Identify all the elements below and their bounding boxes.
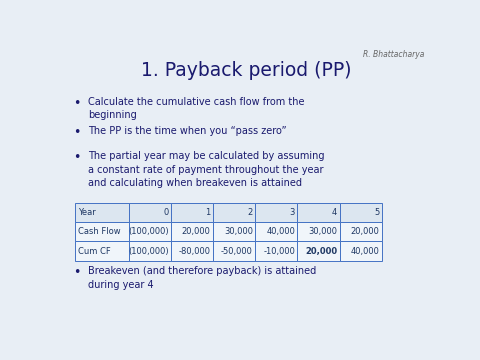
Text: R. Bhattacharya: R. Bhattacharya [363,50,424,59]
FancyBboxPatch shape [255,222,297,242]
Text: (100,000): (100,000) [128,247,168,256]
FancyBboxPatch shape [129,222,171,242]
FancyBboxPatch shape [297,222,339,242]
FancyBboxPatch shape [75,203,129,222]
FancyBboxPatch shape [129,203,171,222]
FancyBboxPatch shape [129,242,171,261]
Text: Cum CF: Cum CF [78,247,110,256]
Text: -80,000: -80,000 [179,247,211,256]
Text: (100,000): (100,000) [128,227,168,236]
Text: The PP is the time when you “pass zero”: The PP is the time when you “pass zero” [88,126,287,136]
FancyBboxPatch shape [213,242,255,261]
Text: -50,000: -50,000 [221,247,253,256]
Text: •: • [73,126,81,139]
Text: •: • [73,266,81,279]
Text: •: • [73,97,81,110]
FancyBboxPatch shape [171,242,213,261]
FancyBboxPatch shape [213,222,255,242]
Text: 30,000: 30,000 [224,227,253,236]
Text: 1. Payback period (PP): 1. Payback period (PP) [141,61,351,80]
FancyBboxPatch shape [339,242,382,261]
FancyBboxPatch shape [171,203,213,222]
FancyBboxPatch shape [171,222,213,242]
FancyBboxPatch shape [255,203,297,222]
FancyBboxPatch shape [297,242,339,261]
Text: 30,000: 30,000 [308,227,337,236]
Text: 40,000: 40,000 [350,247,380,256]
Text: 3: 3 [290,208,295,217]
Text: Year: Year [78,208,96,217]
FancyBboxPatch shape [255,242,297,261]
Text: •: • [73,151,81,164]
Text: 20,000: 20,000 [182,227,211,236]
Text: 2: 2 [248,208,253,217]
Text: -10,000: -10,000 [263,247,295,256]
Text: 40,000: 40,000 [266,227,295,236]
Text: Breakeven (and therefore payback) is attained
during year 4: Breakeven (and therefore payback) is att… [88,266,316,289]
Text: 0: 0 [163,208,168,217]
Text: 20,000: 20,000 [305,247,337,256]
FancyBboxPatch shape [213,203,255,222]
Text: 4: 4 [332,208,337,217]
FancyBboxPatch shape [75,242,129,261]
FancyBboxPatch shape [339,222,382,242]
Text: The partial year may be calculated by assuming
a constant rate of payment throug: The partial year may be calculated by as… [88,151,324,188]
Text: Calculate the cumulative cash flow from the
beginning: Calculate the cumulative cash flow from … [88,97,304,121]
Text: Cash Flow: Cash Flow [78,227,120,236]
FancyBboxPatch shape [75,222,129,242]
Text: 5: 5 [374,208,380,217]
Text: 20,000: 20,000 [350,227,380,236]
FancyBboxPatch shape [297,203,339,222]
FancyBboxPatch shape [339,203,382,222]
Text: 1: 1 [205,208,211,217]
